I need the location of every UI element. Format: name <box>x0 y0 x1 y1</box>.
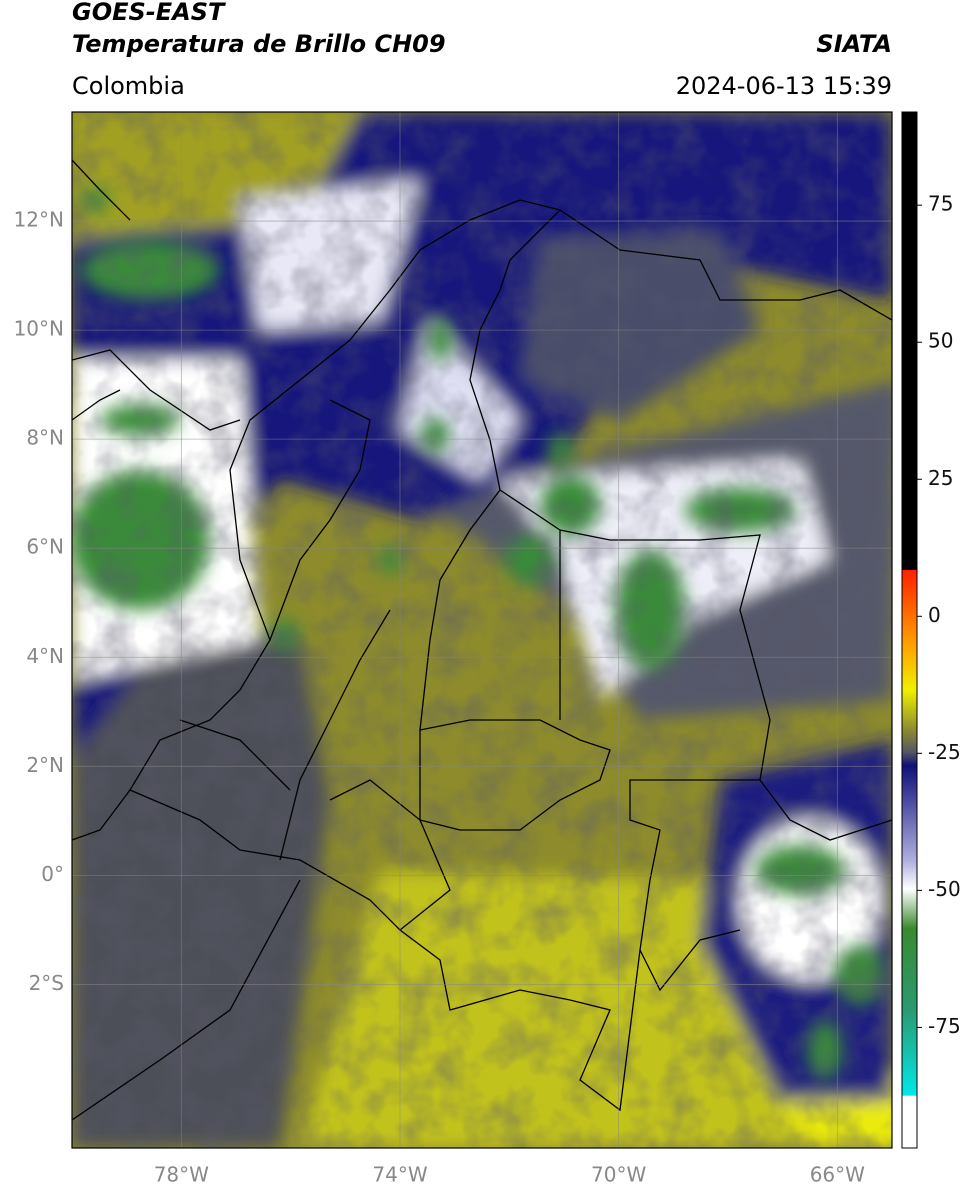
colorbar-tick-label: -75 <box>928 1014 961 1038</box>
lat-tick-label: 2°S <box>29 971 64 995</box>
product: Temperatura de Brillo CH09 <box>72 30 446 58</box>
agency: SIATA <box>816 30 892 58</box>
colorbar-tick-label: 50 <box>928 329 953 353</box>
borders <box>72 159 892 1121</box>
lon-tick-label: 78°W <box>154 1163 209 1187</box>
lat-tick-label: 6°N <box>26 535 64 559</box>
colorbar-tick-label: -50 <box>928 877 961 901</box>
lat-tick-label: 0° <box>41 862 64 886</box>
satellite-image <box>72 112 892 1148</box>
lat-tick-label: 12°N <box>14 208 64 232</box>
map-frame <box>71 111 893 1149</box>
colorbar-tick-label: 25 <box>928 466 953 490</box>
region: Colombia <box>72 72 185 100</box>
satellite: GOES-EAST <box>72 0 226 26</box>
colorbar-tick-label: 75 <box>928 192 953 216</box>
lat-tick-label: 4°N <box>26 644 64 668</box>
lon-tick-label: 66°W <box>810 1163 865 1187</box>
lon-tick-label: 74°W <box>372 1163 427 1187</box>
datetime: 2024-06-13 15:39 <box>676 72 892 100</box>
colorbar-tick-label: 0 <box>928 603 941 627</box>
colorbar <box>901 111 918 1149</box>
lat-tick-label: 2°N <box>26 753 64 777</box>
lat-tick-label: 10°N <box>14 317 64 341</box>
lat-tick-label: 8°N <box>26 426 64 450</box>
grid <box>72 112 892 1148</box>
lon-tick-label: 70°W <box>591 1163 646 1187</box>
axes: 78°W 74°W 70°W 66°W 12°N 10°N 8°N 6°N 4°N 2°N 0° 2°… <box>14 192 961 1187</box>
colorbar-tick-label: -25 <box>928 740 961 764</box>
